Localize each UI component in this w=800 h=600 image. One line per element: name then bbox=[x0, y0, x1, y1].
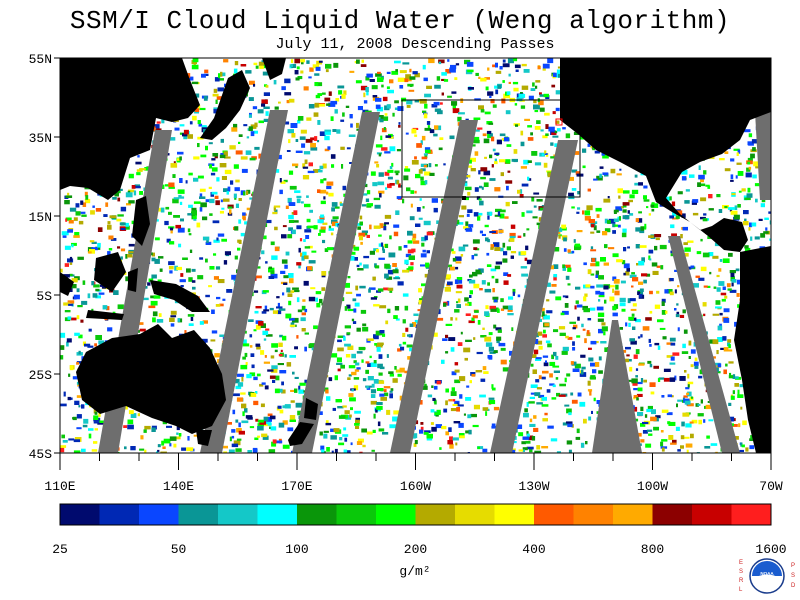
land-masses bbox=[60, 58, 771, 453]
lon-label-110e: 110E bbox=[44, 479, 75, 494]
lat-label-15n: 15N bbox=[29, 210, 52, 225]
lat-label-55n: 55N bbox=[29, 52, 52, 67]
land-kamchatka bbox=[262, 58, 286, 80]
colorbar-swatch bbox=[494, 504, 535, 525]
colorbar-label-400: 400 bbox=[522, 542, 545, 557]
colorbar-swatch bbox=[139, 504, 179, 525]
land-australia bbox=[76, 324, 226, 434]
colorbar-swatch bbox=[731, 504, 772, 525]
red-marker bbox=[555, 118, 563, 126]
lon-label-100w: 100W bbox=[637, 479, 668, 494]
colorbar-swatch bbox=[257, 504, 298, 525]
colorbar-label-25: 25 bbox=[52, 542, 68, 557]
land-tasmania bbox=[196, 430, 212, 446]
region-box bbox=[401, 99, 581, 198]
land-south-america bbox=[734, 246, 771, 453]
colorbar-label-200: 200 bbox=[404, 542, 427, 557]
logo-letter-p: P bbox=[791, 563, 795, 569]
colorbar-swatch bbox=[573, 504, 614, 525]
esrl-psd-logo: E S R L P S D NOAA bbox=[739, 558, 796, 594]
colorbar-swatch bbox=[60, 504, 100, 525]
land-asia bbox=[60, 58, 200, 200]
land-borneo bbox=[94, 252, 126, 292]
lat-label-45s: 45S bbox=[29, 447, 53, 462]
colorbar-swatch bbox=[652, 504, 693, 525]
colorbar-label-50: 50 bbox=[171, 542, 187, 557]
lon-label-70w: 70W bbox=[759, 479, 783, 494]
lon-label-140e: 140E bbox=[163, 479, 194, 494]
swath-gap-7 bbox=[592, 320, 642, 453]
land-new-guinea bbox=[150, 280, 210, 312]
noaa-seal-gull bbox=[754, 574, 780, 585]
noaa-seal-text: NOAA bbox=[760, 571, 774, 576]
land-philippines bbox=[132, 196, 150, 246]
colorbar-labels: 25 50 100 200 400 800 1600 bbox=[52, 542, 786, 557]
page-title: SSM/I Cloud Liquid Water (Weng algorithm… bbox=[69, 6, 731, 36]
colorbar-swatch bbox=[297, 504, 337, 525]
colorbar-label-800: 800 bbox=[641, 542, 664, 557]
colorbar-swatch bbox=[534, 504, 574, 525]
latitude-axis: 55N 35N 15N 5S 25S 45S bbox=[29, 52, 60, 462]
land-new-zealand-south bbox=[288, 422, 314, 446]
longitude-axis: 110E 140E 170E 160W 130W 100W 70W bbox=[44, 453, 783, 494]
land-sulawesi bbox=[128, 268, 138, 292]
lon-label-130w: 130W bbox=[518, 479, 549, 494]
colorbar bbox=[60, 504, 772, 525]
colorbar-swatch bbox=[455, 504, 495, 525]
land-japan bbox=[200, 70, 250, 140]
colorbar-swatch bbox=[613, 504, 653, 525]
land-new-zealand-north bbox=[304, 398, 318, 420]
colorbar-swatch bbox=[376, 504, 416, 525]
colorbar-swatch bbox=[178, 504, 219, 525]
colorbar-units: g/m² bbox=[399, 564, 430, 579]
logo-letter-d: D bbox=[791, 583, 796, 589]
lon-label-170e: 170E bbox=[281, 479, 312, 494]
swath-gap-4 bbox=[390, 120, 478, 453]
lat-label-5s: 5S bbox=[36, 289, 52, 304]
land-north-america bbox=[560, 58, 771, 252]
swath-gap-5 bbox=[490, 140, 578, 453]
lat-label-35n: 35N bbox=[29, 131, 52, 146]
colorbar-label-1600: 1600 bbox=[755, 542, 786, 557]
map-panel bbox=[60, 58, 771, 453]
logo-letter-s2: S bbox=[791, 573, 795, 579]
colorbar-label-100: 100 bbox=[285, 542, 308, 557]
logo-letter-r: R bbox=[739, 578, 744, 584]
swath-gap-8 bbox=[755, 112, 771, 200]
swath-gap-6 bbox=[668, 236, 740, 453]
logo-letter-s: S bbox=[739, 569, 743, 575]
lon-label-160w: 160W bbox=[400, 479, 431, 494]
land-java bbox=[86, 310, 124, 320]
colorbar-swatch bbox=[336, 504, 377, 525]
colorbar-swatch bbox=[99, 504, 140, 525]
swath-gap-2 bbox=[200, 110, 288, 453]
noaa-seal-sky bbox=[752, 561, 782, 576]
colorbar-swatch bbox=[218, 504, 258, 525]
swath-gap-3 bbox=[292, 112, 380, 453]
colorbar-frame bbox=[59, 503, 772, 526]
colorbar-swatch bbox=[415, 504, 456, 525]
logo-letter-l: L bbox=[739, 587, 743, 593]
page-subtitle: July 11, 2008 Descending Passes bbox=[275, 36, 555, 53]
colorbar-swatch bbox=[692, 504, 732, 525]
lat-label-25s: 25S bbox=[29, 368, 53, 383]
land-sumatra bbox=[60, 272, 74, 296]
logo-letter-e: E bbox=[739, 560, 743, 566]
